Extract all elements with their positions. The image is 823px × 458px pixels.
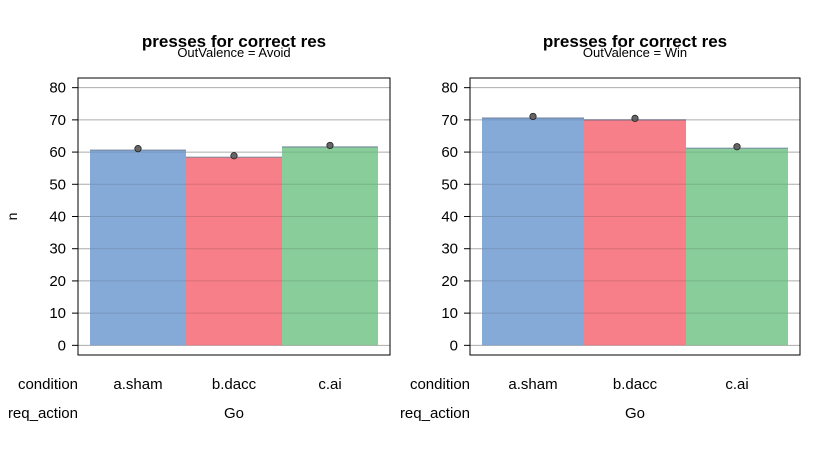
chart-subtitle: OutValence = Win <box>583 45 687 60</box>
y-tick-label: 40 <box>441 209 458 226</box>
y-tick-label: 0 <box>58 337 66 354</box>
chart-panel-2: 0 10 20 30 40 50 60 70 80 presses for correct res… <box>400 32 801 422</box>
x-factor-name-req-action: req_action <box>8 405 78 422</box>
x-tick-label-b.dacc: b.dacc <box>212 376 257 393</box>
y-tick-label: 30 <box>441 241 458 258</box>
x-factor-name-condition: condition <box>18 376 78 393</box>
bar-a.sham <box>482 117 584 346</box>
y-tick-label: 80 <box>441 80 458 97</box>
bar-b.dacc <box>186 157 282 346</box>
x-group-label: Go <box>224 405 244 422</box>
point <box>230 152 238 160</box>
y-tick-label: 10 <box>49 305 66 322</box>
y-tick-label: 60 <box>49 144 66 161</box>
y-tick-label: 80 <box>49 80 66 97</box>
chart-title: presses for correct res <box>543 32 727 51</box>
y-tick-label: 60 <box>441 144 458 161</box>
y-tick-label: 50 <box>441 176 458 193</box>
x-factor-name-req-action: req_action <box>400 405 470 422</box>
point <box>326 141 334 150</box>
x-tick-label-a.sham: a.sham <box>113 376 162 393</box>
y-tick-label: 70 <box>49 112 66 129</box>
point <box>631 114 639 122</box>
y-tick-label: 70 <box>441 112 458 129</box>
point <box>134 145 142 153</box>
bar-c.ai <box>282 146 378 346</box>
chart-subtitle: OutValence = Avoid <box>177 45 290 60</box>
point <box>529 112 537 121</box>
y-tick-label: 30 <box>49 241 66 258</box>
x-tick-label-c.ai: c.ai <box>318 376 341 393</box>
y-tick-label: 20 <box>49 273 66 290</box>
chart-title: presses for correct res <box>142 32 326 51</box>
chart-panel-1: 0 10 20 30 40 50 60 70 80 presses for correct res… <box>4 32 391 422</box>
x-tick-label-c.ai: c.ai <box>725 376 748 393</box>
y-tick-label: 40 <box>49 209 66 226</box>
point <box>733 143 741 151</box>
x-tick-label-b.dacc: b.dacc <box>613 376 658 393</box>
bar-a.sham <box>90 150 186 346</box>
y-tick-label: 20 <box>441 273 458 290</box>
x-factor-name-condition: condition <box>410 376 470 393</box>
y-axis-label: n <box>4 213 20 221</box>
y-tick-label: 10 <box>441 305 458 322</box>
bar-b.dacc <box>584 119 686 346</box>
x-group-label: Go <box>625 405 645 422</box>
bar-c.ai <box>686 148 788 346</box>
x-tick-label-a.sham: a.sham <box>508 376 557 393</box>
y-tick-label: 50 <box>49 176 66 193</box>
y-tick-label: 0 <box>450 337 458 354</box>
